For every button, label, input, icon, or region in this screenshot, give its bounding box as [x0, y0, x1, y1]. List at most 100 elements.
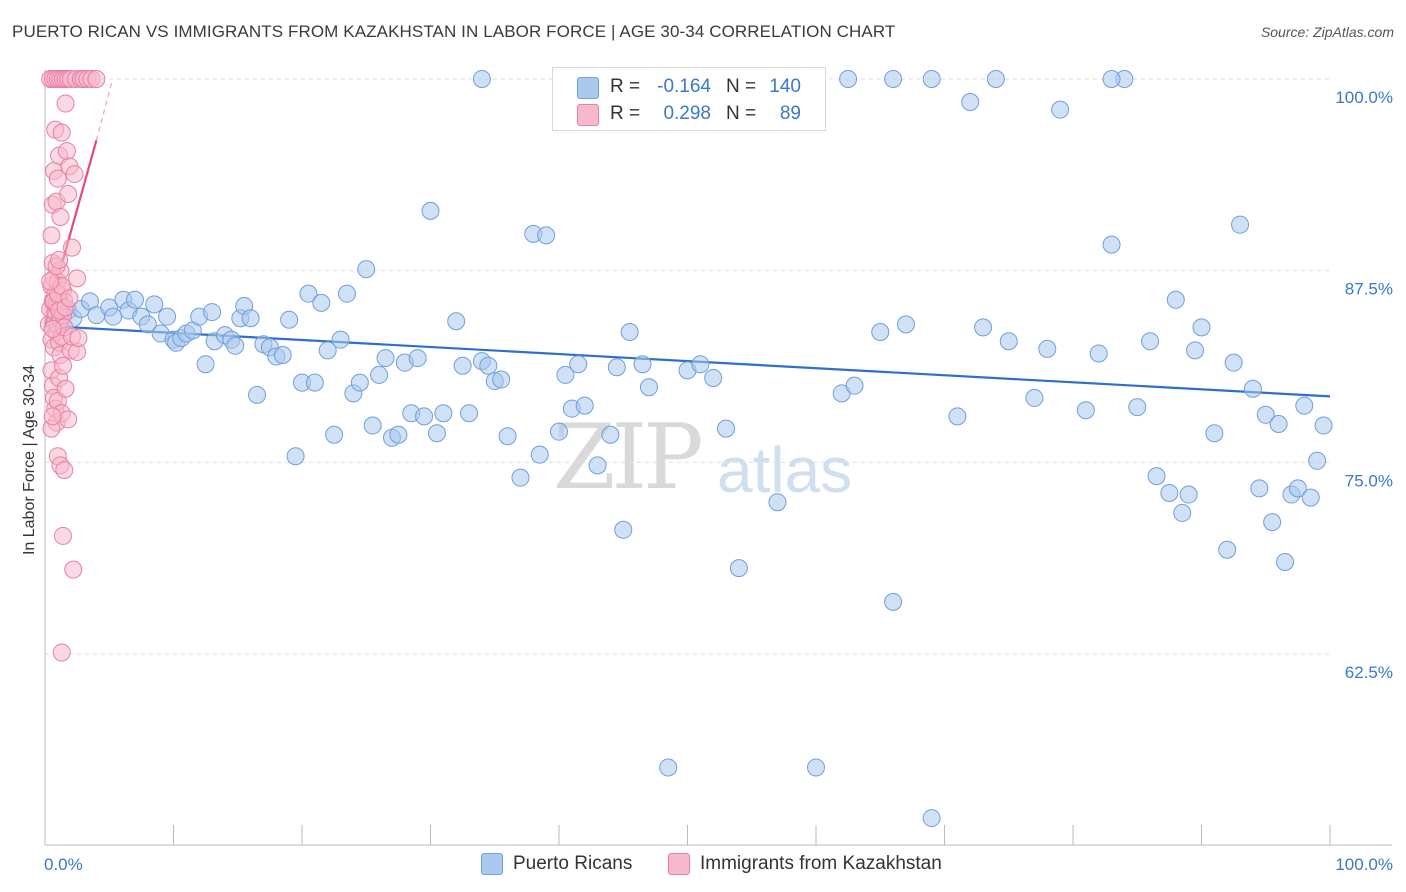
point-kazakhstan: [43, 407, 62, 426]
point-puerto-rican: [376, 349, 395, 368]
point-puerto-rican: [704, 369, 723, 387]
point-kazakhstan: [56, 379, 75, 398]
y-tick-label: 62.5%: [1345, 663, 1393, 682]
point-kazakhstan: [41, 272, 60, 291]
correlation-legend: R = -0.164 N = 140 R = 0.298 N = 89: [552, 67, 826, 131]
y-tick-label: 75.0%: [1345, 471, 1393, 490]
point-puerto-rican: [1186, 341, 1205, 360]
point-kazakhstan: [59, 185, 78, 203]
point-puerto-rican: [1102, 235, 1121, 254]
legend-row-kazakhstan: R = 0.298 N = 89: [553, 101, 825, 127]
point-puerto-rican: [729, 559, 748, 578]
point-puerto-rican: [331, 330, 350, 349]
point-puerto-rican: [614, 520, 633, 539]
point-puerto-rican: [1205, 424, 1224, 443]
point-puerto-rican: [1179, 485, 1198, 504]
point-puerto-rican: [569, 355, 588, 374]
source-credit: Source: ZipAtlas.com: [1260, 24, 1394, 40]
point-puerto-rican: [511, 468, 530, 487]
point-kazakhstan: [43, 319, 62, 338]
point-puerto-rican: [104, 307, 123, 326]
point-puerto-rican: [1288, 479, 1307, 498]
r-label: R =: [610, 76, 641, 97]
point-kazakhstan: [42, 226, 61, 245]
point-puerto-rican: [1231, 215, 1250, 234]
point-puerto-rican: [370, 365, 389, 384]
point-puerto-rican: [125, 290, 144, 309]
point-puerto-rican: [312, 293, 331, 312]
x-tick-label: 100.0%: [1335, 855, 1393, 874]
point-puerto-rican: [1102, 70, 1121, 88]
point-puerto-rican: [350, 373, 369, 392]
point-puerto-rican: [1218, 540, 1237, 559]
point-kazakhstan: [64, 560, 83, 579]
point-puerto-rican: [575, 396, 594, 415]
point-puerto-rican: [896, 315, 915, 334]
point-puerto-rican: [659, 758, 678, 777]
watermark-zip: ZIP: [553, 405, 704, 510]
point-puerto-rican: [1160, 484, 1179, 502]
point-puerto-rican: [1269, 415, 1288, 433]
point-puerto-rican: [357, 260, 376, 279]
point-kazakhstan: [48, 169, 67, 188]
point-puerto-rican: [961, 93, 980, 111]
point-kazakhstan: [69, 329, 88, 348]
r-value: 0.298: [663, 103, 711, 124]
point-puerto-rican: [620, 323, 639, 341]
point-kazakhstan: [65, 165, 84, 184]
legend-row-puerto-ricans: R = -0.164 N = 140: [553, 74, 825, 100]
point-puerto-rican: [145, 295, 164, 314]
point-puerto-rican: [318, 341, 337, 360]
point-puerto-rican: [1243, 379, 1262, 398]
tick-labels: 62.5% 75.0% 87.5% 100.0% 0.0% 100.0%: [44, 88, 1393, 874]
point-puerto-rican: [884, 70, 903, 88]
point-puerto-rican: [607, 358, 626, 377]
point-puerto-rican: [299, 284, 318, 303]
r-value: -0.164: [657, 76, 711, 97]
chart-title: PUERTO RICAN VS IMMIGRANTS FROM KAZAKHST…: [12, 22, 896, 41]
legend-swatch-pink: [668, 853, 690, 875]
series-puerto-ricans: [46, 70, 1333, 828]
point-puerto-rican: [537, 226, 556, 245]
point-puerto-rican: [1250, 479, 1269, 498]
point-puerto-rican: [717, 419, 736, 438]
legend-label: Immigrants from Kazakhstan: [700, 853, 942, 874]
point-puerto-rican: [460, 404, 479, 423]
point-puerto-rican: [337, 284, 356, 303]
trend-line-kazakhstan-extension: [95, 81, 113, 141]
point-kazakhstan: [62, 238, 81, 257]
point-puerto-rican: [1173, 503, 1192, 522]
point-kazakhstan: [53, 356, 72, 375]
point-kazakhstan: [59, 410, 78, 429]
point-puerto-rican: [922, 70, 941, 88]
series-legend: Puerto Ricans Immigrants from Kazakhstan: [0, 850, 1406, 880]
point-puerto-rican: [1224, 353, 1243, 372]
point-puerto-rican: [325, 425, 344, 444]
point-puerto-rican: [1301, 488, 1320, 507]
point-puerto-rican: [226, 336, 245, 355]
point-puerto-rican: [922, 809, 941, 828]
point-puerto-rican: [427, 424, 446, 443]
point-puerto-rican: [158, 307, 177, 326]
point-puerto-rican: [286, 447, 305, 466]
point-puerto-rican: [633, 355, 652, 374]
point-kazakhstan: [52, 643, 71, 662]
y-tick-label: 87.5%: [1345, 280, 1393, 299]
point-puerto-rican: [807, 758, 825, 777]
r-label: R =: [610, 103, 641, 124]
point-puerto-rican: [479, 356, 498, 375]
point-puerto-rican: [248, 385, 267, 404]
n-label: N =: [726, 76, 757, 97]
point-puerto-rican: [1166, 290, 1185, 309]
point-puerto-rican: [556, 365, 575, 384]
point-kazakhstan: [87, 70, 106, 88]
n-value: 89: [779, 103, 801, 124]
point-puerto-rican: [363, 416, 382, 435]
point-puerto-rican: [1051, 100, 1070, 119]
point-puerto-rican: [588, 456, 607, 475]
point-puerto-rican: [447, 312, 466, 331]
point-puerto-rican: [1025, 388, 1044, 407]
legend-label: Puerto Ricans: [513, 853, 633, 874]
point-puerto-rican: [408, 349, 427, 368]
